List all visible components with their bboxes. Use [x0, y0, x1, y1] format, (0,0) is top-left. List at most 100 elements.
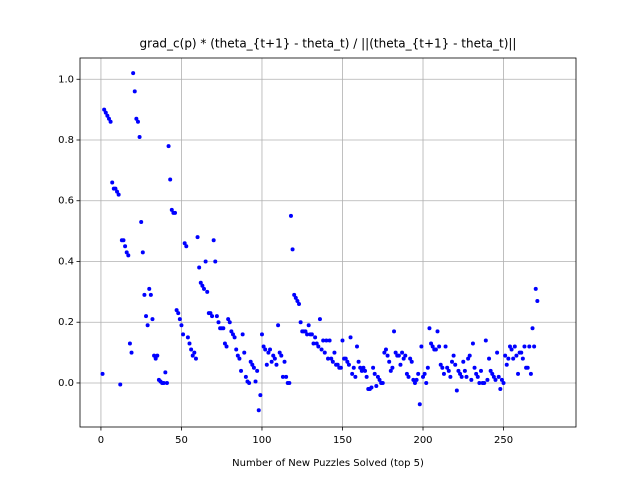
- scatter-point: [169, 207, 174, 212]
- scatter-point: [311, 341, 316, 346]
- scatter-point: [364, 374, 369, 379]
- scatter-point: [453, 362, 458, 367]
- scatter-point: [264, 362, 269, 367]
- scatter-point: [438, 362, 443, 367]
- scatter-point: [317, 317, 322, 322]
- scatter-point: [280, 374, 285, 379]
- scatter-point: [519, 350, 524, 355]
- scatter-point: [488, 368, 493, 373]
- scatter-point: [155, 353, 160, 358]
- scatter-point: [153, 356, 158, 361]
- scatter-point: [433, 347, 438, 352]
- scatter-point: [166, 144, 171, 149]
- scatter-point: [490, 371, 495, 376]
- scatter-point: [459, 374, 464, 379]
- scatter-point: [499, 377, 504, 382]
- scatter-point: [298, 320, 303, 325]
- scatter-point: [482, 380, 487, 385]
- scatter-point: [276, 323, 281, 328]
- scatter-point: [229, 329, 234, 334]
- scatter-point: [189, 347, 194, 352]
- scatter-point: [498, 387, 503, 392]
- scatter-point: [139, 220, 144, 224]
- scatter-point: [427, 326, 432, 331]
- scatter-point: [353, 374, 358, 379]
- scatter-point: [493, 377, 498, 382]
- scatter-point: [382, 350, 387, 355]
- scatter-point: [227, 320, 232, 325]
- scatter-point: [250, 362, 255, 367]
- scatter-point: [148, 292, 153, 297]
- scatter-point: [179, 323, 184, 328]
- scatter-point: [412, 380, 417, 385]
- y-tick-label: 0.0: [58, 378, 74, 389]
- scatter-point: [135, 119, 140, 124]
- scatter-point: [532, 344, 537, 349]
- scatter-point: [451, 353, 456, 358]
- scatter-point: [174, 308, 179, 313]
- scatter-point: [374, 384, 379, 388]
- scatter-point: [277, 350, 282, 355]
- scatter-point: [354, 344, 359, 349]
- scatter-point: [271, 353, 276, 358]
- scatter-point: [247, 380, 252, 385]
- scatter-point: [422, 371, 427, 376]
- scatter-point: [115, 189, 120, 194]
- scatter-point: [200, 283, 205, 288]
- scatter-point: [511, 356, 516, 361]
- scatter-point: [477, 380, 482, 385]
- scatter-point: [118, 382, 123, 387]
- scatter-point: [134, 116, 139, 121]
- scatter-point: [305, 332, 310, 337]
- scatter-point: [387, 359, 392, 364]
- scatter-point: [147, 286, 152, 291]
- scatter-point: [358, 365, 363, 370]
- scatter-point: [187, 341, 192, 346]
- scatter-point: [456, 368, 461, 373]
- scatter-point: [144, 314, 149, 319]
- scatter-point: [404, 371, 409, 376]
- scatter-point: [190, 353, 195, 358]
- scatter-point: [435, 329, 440, 334]
- scatter-point: [137, 134, 142, 139]
- scatter-point: [326, 356, 330, 361]
- scatter-point: [221, 326, 226, 331]
- scatter-point: [232, 335, 237, 340]
- scatter-point: [495, 350, 500, 355]
- scatter-point: [214, 314, 219, 319]
- y-tick-label: 0.2: [58, 317, 74, 328]
- scatter-point: [467, 353, 472, 358]
- scatter-point: [329, 356, 334, 361]
- y-tick-label: 0.4: [58, 256, 74, 267]
- scatter-point: [316, 344, 321, 349]
- scatter-point: [464, 374, 469, 379]
- scatter-point: [369, 385, 374, 390]
- scatter-point: [507, 344, 512, 349]
- scatter-point: [332, 350, 337, 355]
- scatter-point: [295, 298, 300, 303]
- scatter-point: [259, 332, 264, 337]
- scatter-point: [272, 356, 277, 361]
- scatter-point: [184, 244, 189, 249]
- scatter-point: [292, 292, 297, 297]
- scatter-point: [392, 329, 397, 334]
- scatter-point: [528, 371, 533, 376]
- scatter-point: [266, 350, 271, 355]
- scatter-point: [390, 365, 395, 370]
- scatter-point: [176, 311, 181, 316]
- scatter-point: [222, 341, 227, 346]
- scatter-point: [491, 374, 496, 379]
- scatter-point: [462, 368, 467, 373]
- scatter-point: [406, 374, 411, 379]
- scatter-point: [152, 353, 157, 358]
- scatter-point: [102, 107, 107, 112]
- scatter-point: [350, 371, 355, 376]
- scatter-point: [475, 374, 480, 379]
- scatter-point: [321, 338, 326, 343]
- scatter-point: [388, 368, 393, 373]
- scatter-point: [409, 359, 414, 364]
- scatter-point: [485, 377, 490, 382]
- scatter-point: [216, 320, 221, 325]
- scatter-point: [105, 113, 110, 118]
